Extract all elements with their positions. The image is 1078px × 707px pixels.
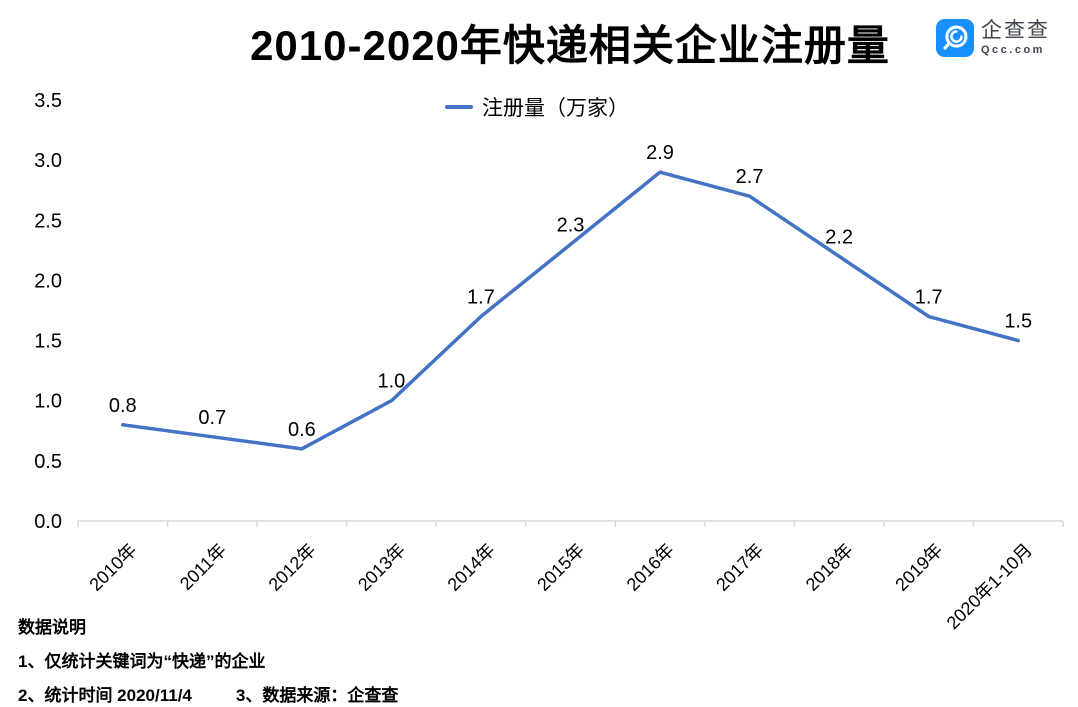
data-point-label: 2.3 [557,214,585,236]
y-axis-tick-label: 1.5 [34,331,62,353]
y-axis-tick-label: 0.0 [34,511,62,533]
data-point-label: 2.7 [736,166,764,188]
chart-legend: 注册量（万家） [445,92,629,122]
y-axis-tick-label: 3.0 [34,150,62,172]
x-axis-category-label: 2019年 [891,540,946,595]
chart-title: 2010-2020年快递相关企业注册量 [250,22,890,69]
qcc-logo-text: 企查查 Qcc.com [981,20,1050,56]
data-point-label: 0.6 [288,419,316,441]
qcc-logo-domain: Qcc.com [981,44,1045,56]
footnote-2: 2、统计时间 2020/11/4 [18,686,192,705]
x-axis-category-label: 2010年 [85,540,140,595]
qcc-logo-icon [936,19,974,57]
x-axis-category-label: 2014年 [444,540,499,595]
x-axis-category-label: 2011年 [176,540,230,594]
data-point-label: 0.7 [198,407,226,429]
data-point-label: 1.7 [915,287,943,309]
qcc-logo-name: 企查查 [981,19,1050,42]
x-axis-category-label: 2015年 [533,540,588,595]
x-axis-category-label: 2016年 [623,540,678,595]
legend-label: 注册量（万家） [482,97,629,120]
x-axis-category-label: 2013年 [354,540,409,595]
x-axis-category-label: 2012年 [265,540,320,595]
data-point-label: 1.5 [1004,311,1032,333]
y-axis-tick-label: 2.5 [34,210,62,232]
x-axis-category-label: 2017年 [712,540,767,595]
y-axis-tick-label: 1.0 [34,391,62,413]
footnote-row: 2、统计时间 2020/11/4 3、数据来源：企查查 [18,681,398,706]
data-point-label: 1.0 [378,371,406,393]
series-line [121,170,1020,451]
data-point-label: 2.9 [646,142,674,164]
data-point-label: 0.8 [109,395,137,417]
y-axis-tick-label: 3.5 [34,90,62,112]
data-point-label: 1.7 [467,287,495,309]
y-axis-tick-label: 2.0 [34,270,62,292]
legend-line-swatch [445,105,473,109]
x-axis-category-label: 2018年 [802,540,857,595]
x-axis-category-label: 2020年1-10月 [943,540,1036,633]
footnote-heading: 数据说明 [18,618,86,637]
footnote-3: 3、数据来源：企查查 [235,686,399,705]
footnote-1: 1、仅统计关键词为“快递”的企业 [18,652,266,671]
data-point-label: 2.2 [825,226,853,248]
footnotes: 数据说明 1、仅统计关键词为“快递”的企业 2、统计时间 2020/11/4 3… [18,613,398,706]
qcc-logo: 企查查 Qcc.com [936,19,1050,57]
y-axis-tick-label: 0.5 [34,451,62,473]
